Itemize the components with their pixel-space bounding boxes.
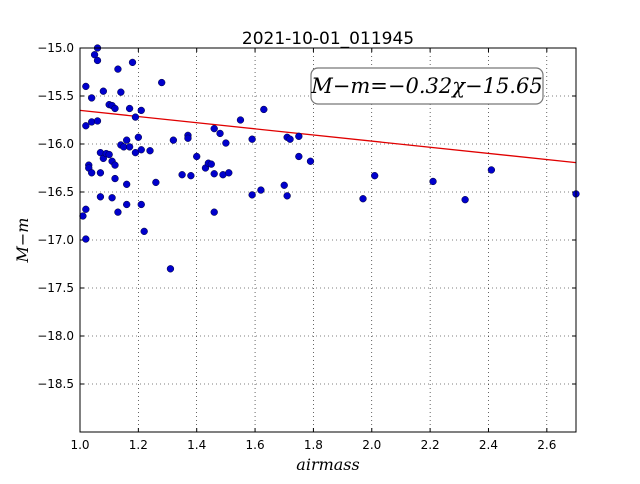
data-point (210, 124, 218, 133)
data-point (283, 192, 291, 200)
data-point (178, 171, 186, 179)
data-point (461, 196, 469, 204)
x-tick-label: 1.6 (246, 438, 265, 452)
data-point (114, 208, 122, 216)
data-point (169, 136, 178, 144)
data-point (134, 133, 143, 141)
data-point (88, 169, 96, 177)
x-tick-label: 1.0 (70, 438, 89, 452)
data-point (222, 139, 230, 147)
data-point (96, 169, 105, 177)
x-tick-label: 1.8 (304, 438, 323, 452)
data-point (82, 122, 90, 130)
data-point (125, 143, 134, 151)
fit-annotation-box: M−m=−0.32χ−15.65 (310, 67, 544, 105)
data-point (105, 150, 113, 159)
y-tick-label: −16.0 (37, 137, 74, 151)
data-point (210, 170, 218, 178)
fit-annotation-text: M−m=−0.32χ−15.65 (310, 74, 542, 98)
data-point (79, 212, 87, 220)
data-point (158, 78, 166, 87)
data-point (131, 113, 140, 121)
data-point (184, 134, 192, 142)
fit-line-path (79, 109, 577, 164)
x-tick-label: 1.2 (129, 438, 148, 452)
data-point (123, 180, 131, 188)
data-point (371, 172, 379, 180)
data-point (216, 129, 224, 138)
y-tick-label: −17.5 (37, 281, 74, 295)
data-points (79, 44, 580, 273)
y-tick-label: −15.5 (37, 89, 74, 103)
data-point (111, 161, 119, 169)
data-point (137, 106, 145, 115)
data-point (117, 88, 125, 96)
data-point (152, 178, 160, 187)
data-point (225, 169, 233, 177)
data-point (306, 157, 315, 165)
data-point (96, 193, 105, 201)
y-tick-label: −16.5 (37, 185, 74, 199)
data-point (123, 136, 131, 144)
data-point (207, 160, 215, 168)
data-point (131, 148, 140, 157)
data-point (248, 135, 256, 143)
y-axis-label: M−m (13, 218, 32, 264)
x-axis-ticks: 1.0 1.2 1.4 1.6 1.8 2.0 2.2 2.4 2.6 (70, 48, 556, 452)
data-point (82, 235, 90, 243)
data-point (248, 191, 256, 199)
data-point (429, 177, 437, 186)
data-point (123, 200, 131, 209)
data-point (99, 87, 107, 95)
data-point (257, 186, 265, 194)
data-point (111, 174, 119, 183)
fit-line (79, 109, 577, 164)
y-tick-label: −17.0 (37, 233, 74, 247)
x-tick-label: 2.0 (362, 438, 381, 452)
data-point (260, 105, 268, 114)
data-point (359, 195, 367, 203)
data-point (128, 58, 137, 67)
y-tick-label: −18.0 (37, 329, 74, 343)
data-point (236, 116, 245, 124)
data-point (108, 194, 116, 202)
data-point (137, 200, 145, 209)
y-tick-label: −15.0 (37, 41, 74, 55)
plot-frame (79, 47, 577, 433)
data-point (140, 227, 148, 236)
data-point (82, 82, 90, 91)
data-point (90, 51, 99, 59)
data-point (295, 152, 303, 161)
data-point (487, 166, 496, 174)
data-point (137, 146, 145, 154)
data-point (280, 181, 288, 189)
data-point (166, 265, 175, 273)
data-point (114, 65, 122, 73)
chart-title: 2021-10-01_011945 (242, 29, 414, 49)
y-axis-ticks: −15.0 −15.5 −16.0 −16.5 −17.0 −17.5 −18.0 −18.5 (37, 41, 576, 391)
data-point (193, 152, 201, 161)
data-point (210, 208, 218, 216)
x-axis-label: airmass (296, 455, 359, 474)
data-point (125, 104, 134, 113)
data-point (88, 94, 96, 102)
x-tick-label: 1.4 (187, 438, 206, 452)
data-point (93, 56, 102, 65)
data-point (82, 205, 90, 213)
data-point (146, 147, 154, 155)
data-point (111, 104, 119, 113)
data-point (295, 132, 303, 140)
y-tick-label: −18.5 (37, 377, 74, 391)
data-point (286, 135, 294, 143)
x-tick-label: 2.6 (537, 438, 556, 452)
data-point (93, 117, 102, 125)
x-tick-label: 2.2 (421, 438, 440, 452)
x-tick-label: 2.4 (479, 438, 498, 452)
data-point (187, 172, 195, 180)
